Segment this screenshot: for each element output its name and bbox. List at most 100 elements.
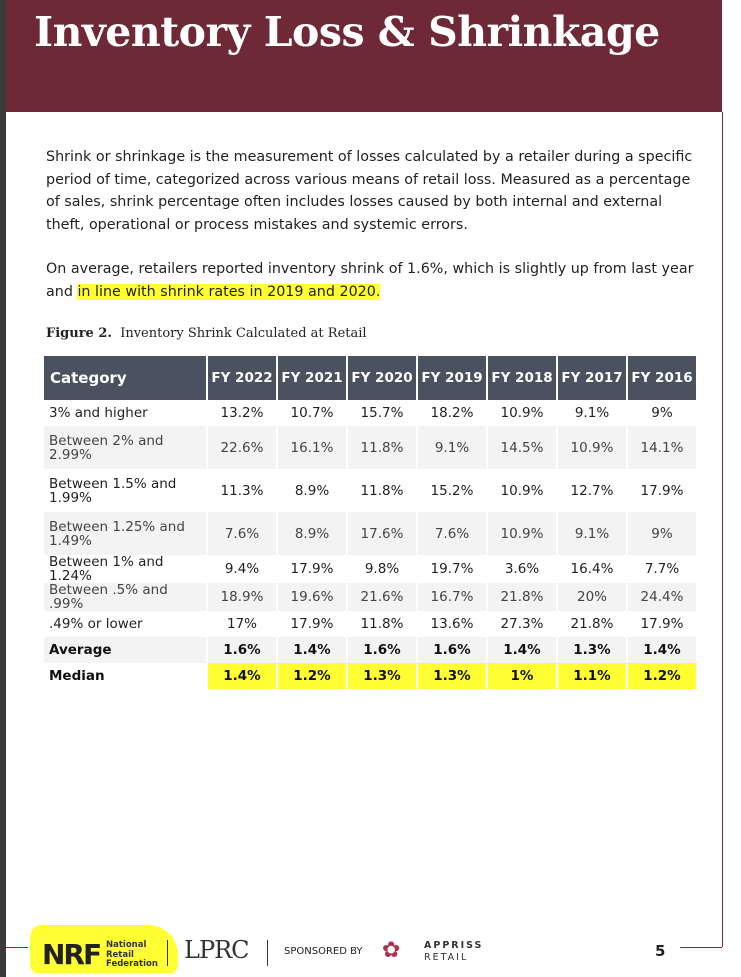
table-cell: 11.8% xyxy=(346,426,417,469)
row-label: 3% and higher xyxy=(44,400,207,426)
cell-text: 1.6% xyxy=(363,642,401,658)
summary-text: On average, retailers reported inventory… xyxy=(46,261,694,300)
table-cell: 1.3% xyxy=(416,663,487,689)
cell-text: 10.9% xyxy=(500,405,544,421)
figure-title: Inventory Shrink Calculated at Retail xyxy=(120,326,367,341)
table-cell: 7.6% xyxy=(206,512,277,555)
table-cell: 15.7% xyxy=(346,400,417,426)
table-cell: 1.2% xyxy=(626,663,696,689)
column-header: FY 2021 xyxy=(276,356,347,400)
cell-text: 18.9% xyxy=(220,589,264,605)
sponsored-by: SPONSORED BY xyxy=(284,946,363,957)
column-header: FY 2016 xyxy=(626,356,696,400)
cell-text: Between 1.25% and 1.49% xyxy=(49,518,185,549)
cell-text: 10.9% xyxy=(500,482,544,499)
cell-text: Median xyxy=(49,668,105,684)
cell-text: 16.1% xyxy=(290,439,334,456)
cell-text: Between 1% and 1.24% xyxy=(49,554,164,584)
cell-text: 13.6% xyxy=(430,616,474,632)
table-cell: 16.4% xyxy=(556,555,627,583)
table-cell: 8.9% xyxy=(276,512,347,555)
cell-text: 9.1% xyxy=(434,439,470,456)
table-cell: 17.9% xyxy=(276,555,347,583)
cell-text: 8.9% xyxy=(294,525,330,542)
table-row: Between 2% and 2.99% 22.6% 16.1% 11.8% 9.1% 1… xyxy=(44,426,696,469)
row-label: Between 1.5% and 1.99% xyxy=(44,469,207,512)
table-cell: 13.2% xyxy=(206,400,277,426)
table-cell: 10.9% xyxy=(556,426,627,469)
cell-text: 8.9% xyxy=(294,482,330,499)
table-cell: 7.7% xyxy=(626,555,696,583)
row-label: Between .5% and .99% xyxy=(44,583,207,611)
table-cell: 1.4% xyxy=(206,663,277,689)
figure-caption: Figure 2. Inventory Shrink Calculated at… xyxy=(46,326,367,341)
table-cell: 19.6% xyxy=(276,583,347,611)
cell-text: 1.3% xyxy=(363,668,401,684)
footer-line xyxy=(6,947,28,948)
cell-text: 18.2% xyxy=(430,405,474,421)
cell-text: 17.9% xyxy=(290,561,334,577)
table-cell: 9% xyxy=(626,512,696,555)
cell-text: 9.1% xyxy=(574,525,610,542)
cell-text: 17.9% xyxy=(290,616,334,632)
cell-text: 1.4% xyxy=(503,642,541,658)
cell-text: 1.4% xyxy=(293,642,331,658)
cell-text: 13.2% xyxy=(220,405,264,421)
cell-text: 21.8% xyxy=(500,589,544,605)
cell-text: 1% xyxy=(510,668,534,684)
cell-text: 3.6% xyxy=(504,561,540,577)
cell-text: 16.4% xyxy=(570,561,614,577)
table-cell: 11.8% xyxy=(346,469,417,512)
cell-text: 27.3% xyxy=(500,616,544,632)
table-cell: 24.4% xyxy=(626,583,696,611)
table-cell: 19.7% xyxy=(416,555,487,583)
table-row: Between 1.5% and 1.99% 11.3% 8.9% 11.8% 15.2… xyxy=(44,469,696,512)
cell-text: 22.6% xyxy=(220,439,264,456)
table-cell: 11.8% xyxy=(346,611,417,637)
table-row: Between 1% and 1.24% 9.4% 17.9% 9.8% 19.7% 3.… xyxy=(44,555,696,583)
cell-text: Between 1.5% and 1.99% xyxy=(49,475,177,506)
row-label: Between 1.25% and 1.49% xyxy=(44,512,207,555)
table-cell: 15.2% xyxy=(416,469,487,512)
table-cell: 3.6% xyxy=(486,555,557,583)
table-cell: 1.2% xyxy=(276,663,347,689)
cell-text: 11.8% xyxy=(360,439,404,456)
table-cell: 9.4% xyxy=(206,555,277,583)
cell-text: Between 2% and 2.99% xyxy=(49,432,164,463)
table-cell: 21.8% xyxy=(486,583,557,611)
table-cell: 14.5% xyxy=(486,426,557,469)
appriss-logo: APPRISS RETAIL xyxy=(424,940,483,964)
table-cell: 22.6% xyxy=(206,426,277,469)
intro-paragraph: Shrink or shrinkage is the measurement o… xyxy=(46,149,693,233)
cell-text: 10.7% xyxy=(290,405,334,421)
cell-text: 15.7% xyxy=(360,405,404,421)
row-label: .49% or lower xyxy=(44,611,207,637)
cell-text: 1.3% xyxy=(433,668,471,684)
cell-text: 19.7% xyxy=(430,561,474,577)
cell-text: 7.6% xyxy=(434,525,470,542)
cell-text: 19.6% xyxy=(290,589,334,605)
table-cell: 13.6% xyxy=(416,611,487,637)
table-cell: 9.1% xyxy=(556,400,627,426)
table-cell: 20% xyxy=(556,583,627,611)
cell-text: 14.5% xyxy=(500,439,544,456)
table-cell: 8.9% xyxy=(276,469,347,512)
border-line xyxy=(722,112,723,947)
table-cell: 21.8% xyxy=(556,611,627,637)
cell-text: 17.9% xyxy=(640,482,684,499)
cell-text: 21.8% xyxy=(570,616,614,632)
cell-text: 17% xyxy=(226,616,257,632)
cell-text: 1.4% xyxy=(223,668,261,684)
cell-text: 9.8% xyxy=(364,561,400,577)
cell-text: 24.4% xyxy=(640,589,684,605)
table-cell: 9.1% xyxy=(416,426,487,469)
cell-text: 10.9% xyxy=(500,525,544,542)
cell-text: 3% and higher xyxy=(49,405,148,421)
table-cell: 17.6% xyxy=(346,512,417,555)
column-header: FY 2020 xyxy=(346,356,417,400)
cell-text: 17.9% xyxy=(640,616,684,632)
cell-text: 11.8% xyxy=(360,482,404,499)
cell-text: 14.1% xyxy=(640,439,684,456)
table-cell: 14.1% xyxy=(626,426,696,469)
cell-text: Between .5% and .99% xyxy=(49,582,168,612)
